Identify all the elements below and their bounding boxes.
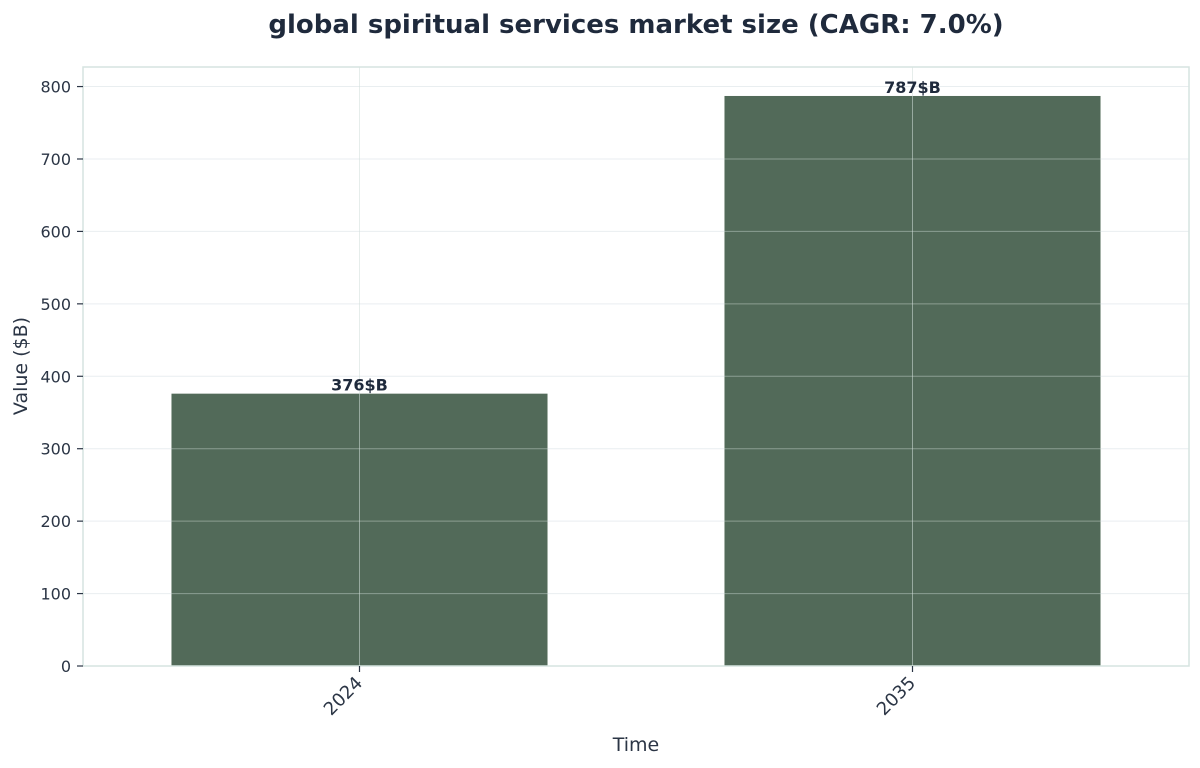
data-label: 787$B bbox=[884, 78, 941, 97]
x-tick-label: 2024 bbox=[320, 673, 367, 720]
bars bbox=[171, 95, 1101, 667]
x-axis-label: Time bbox=[612, 734, 660, 756]
x-axis-ticks: 2024 2035 bbox=[320, 666, 920, 720]
y-tick-label: 800 bbox=[40, 78, 71, 97]
data-labels: 376$B 787$B bbox=[331, 78, 941, 395]
y-tick-label: 400 bbox=[40, 367, 71, 386]
y-tick-label: 0 bbox=[61, 657, 71, 676]
y-axis-ticks: 0 100 200 300 400 500 600 700 800 bbox=[40, 78, 83, 676]
x-tick-label: 2035 bbox=[873, 673, 920, 720]
data-label: 376$B bbox=[331, 376, 388, 395]
y-tick-label: 300 bbox=[40, 440, 71, 459]
y-tick-label: 600 bbox=[40, 222, 71, 241]
y-tick-label: 200 bbox=[40, 512, 71, 531]
vertical-grid-lines bbox=[171, 67, 1101, 666]
chart-title: global spiritual services market size (C… bbox=[268, 10, 1003, 40]
y-axis-label: Value ($B) bbox=[10, 317, 32, 415]
y-tick-label: 100 bbox=[40, 585, 71, 604]
plot-frame bbox=[82, 66, 1190, 667]
y-tick-label: 700 bbox=[40, 150, 71, 169]
y-tick-label: 500 bbox=[40, 295, 71, 314]
